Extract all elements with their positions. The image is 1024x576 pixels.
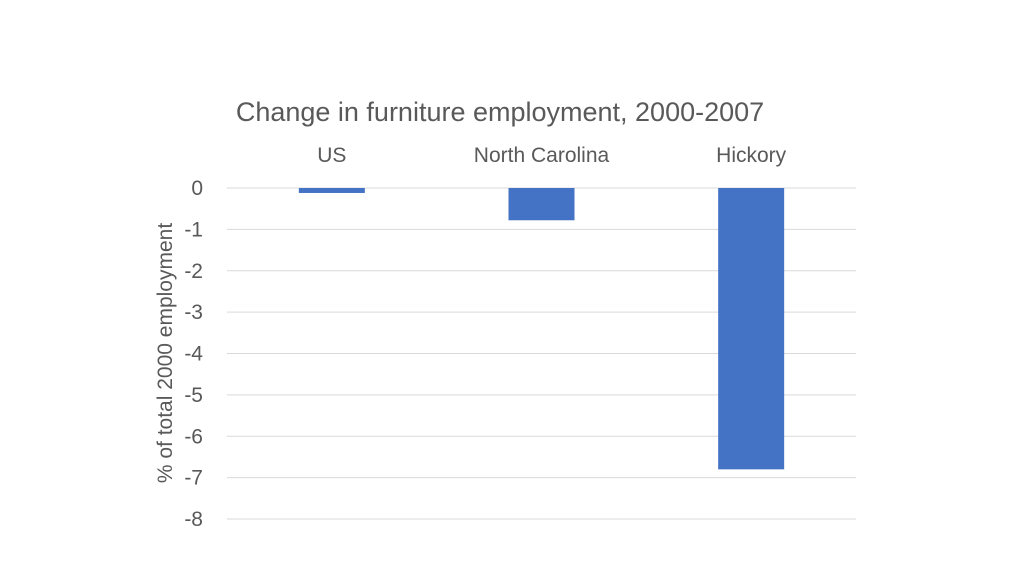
gridlines	[227, 187, 856, 520]
y-tick-label: -3	[184, 301, 203, 324]
category-label: North Carolina	[474, 144, 610, 167]
y-tick-label: 0	[191, 177, 203, 200]
chart-title: Change in furniture employment, 2000-200…	[236, 97, 764, 127]
y-tick-label: -8	[184, 508, 203, 531]
category-label: US	[317, 144, 346, 167]
y-axis-ticks: 0 -1 -2 -3 -4 -5 -6 -7 -8	[184, 177, 203, 531]
bars	[298, 188, 785, 470]
y-tick-label: -1	[184, 218, 203, 241]
y-axis-label: % of total 2000 employment	[154, 223, 177, 483]
bar	[718, 188, 785, 470]
bar	[508, 188, 575, 221]
y-tick-label: -7	[184, 467, 203, 490]
category-label: Hickory	[716, 144, 787, 167]
y-tick-label: -2	[184, 260, 203, 283]
y-tick-label: -5	[184, 384, 203, 407]
bar	[298, 188, 365, 193]
y-tick-label: -4	[184, 343, 203, 366]
category-labels: US North Carolina Hickory	[317, 144, 786, 167]
y-tick-label: -6	[184, 425, 203, 448]
